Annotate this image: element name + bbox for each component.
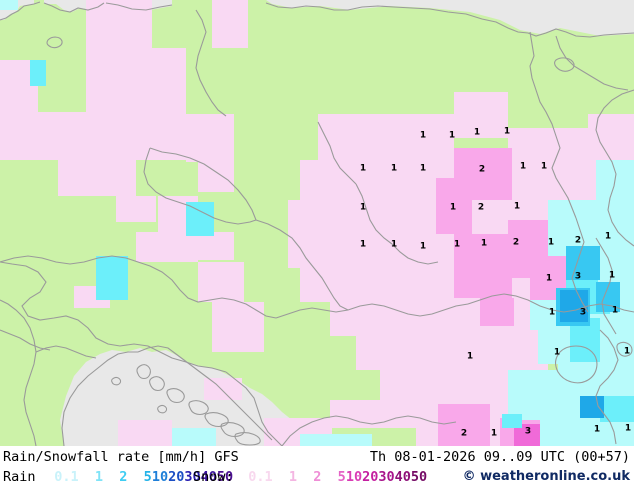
footer-row-legend: Rain 0.1 1 2 51020304050 Snow: 0.1 1 2 5… — [0, 466, 634, 488]
snow-tick-40: 40 — [394, 469, 411, 485]
map-footer: Rain/Snowfall rate [mm/h] GFS Th 08-01-2… — [0, 446, 634, 490]
rain-tick-1: 1 — [78, 469, 104, 485]
rain-tick-10: 10 — [151, 469, 169, 485]
snow-tick-0.1: 0.1 — [232, 469, 273, 485]
chart-title: Rain/Snowfall rate [mm/h] GFS — [3, 449, 239, 465]
snow-tick-5: 5 — [321, 469, 346, 485]
model-run-datetime: Th 08-01-2026 09..09 UTC (00+57) — [369, 449, 630, 465]
rain-tick-0.1: 0.1 — [38, 469, 79, 485]
copyright-notice: © weatheronline.co.uk — [462, 469, 630, 484]
rain-tick-30: 30 — [184, 469, 201, 485]
snow-tick-50: 50 — [410, 469, 428, 485]
snow-tick-30: 30 — [378, 469, 395, 485]
snow-tick-20: 20 — [362, 469, 379, 485]
country-borders — [0, 1, 634, 446]
legend-snow-label: Snow: — [193, 469, 234, 485]
legend-snow-scale: 0.1 1 2 51020304050 — [232, 466, 427, 488]
snow-tick-10: 10 — [345, 469, 363, 485]
footer-row-title: Rain/Snowfall rate [mm/h] GFS Th 08-01-2… — [0, 446, 634, 468]
rain-tick-50: 50 — [216, 469, 234, 485]
rain-precip-deep — [560, 290, 604, 418]
map-canvas[interactable] — [0, 0, 634, 446]
snow-tick-1: 1 — [272, 469, 298, 485]
snow-tick-2: 2 — [297, 469, 322, 485]
rain-tick-2: 2 — [103, 469, 128, 485]
legend-rain-label: Rain — [3, 469, 36, 485]
rain-tick-5: 5 — [127, 469, 152, 485]
legend-rain-scale: 0.1 1 2 51020304050 — [38, 466, 233, 488]
rain-tick-20: 20 — [168, 469, 185, 485]
rain-tick-40: 40 — [200, 469, 217, 485]
